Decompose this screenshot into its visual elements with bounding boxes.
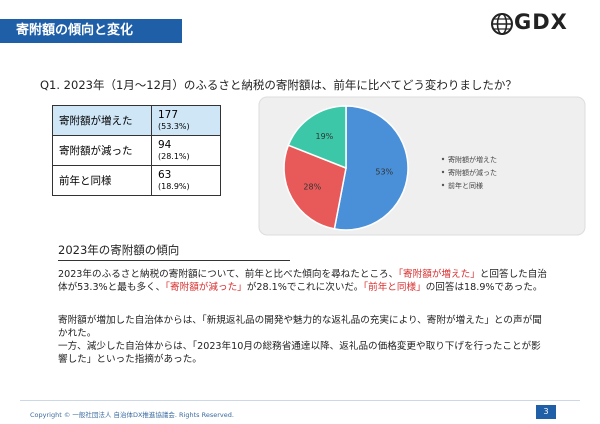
copyright: Copyright © 一般社団法人 自治体DX推進協議会. Rights Re… — [30, 411, 234, 419]
page-number: 3 — [536, 405, 556, 419]
result-table: 寄附額が増えた 177 (53.3%) 寄附額が減った 94 (28.1%) 前年と同様… — [52, 105, 221, 196]
slice-label: 28% — [303, 183, 321, 192]
count: 94 — [158, 138, 172, 151]
percent: (53.3%) — [158, 121, 190, 131]
text-run: 「寄附額が減った」 — [165, 282, 247, 293]
paragraph: 2023年のふるさと納税の寄附額について、前年と比べた傾向を尋ねたところ、「寄附… — [58, 268, 548, 294]
paragraph: 一方、減少した自治体からは、「2023年10月の総務省通達以降、返礼品の価格変更… — [58, 340, 548, 366]
count: 177 — [158, 108, 179, 121]
legend-label: 寄附額が増えた — [448, 155, 497, 164]
legend-bullet — [441, 157, 445, 161]
text-run: 寄附額が増加した自治体からは、「新規返礼品の開発や魅力的な返礼品の充実により、寄… — [58, 315, 542, 339]
legend-bullet — [441, 183, 445, 187]
text-run: 「寄附額が増えた」 — [398, 269, 480, 280]
footer-rule — [20, 400, 580, 401]
cell: 177 (53.3%) — [151, 105, 221, 136]
section-title: 2023年の寄附額の傾向 — [58, 242, 290, 261]
header-title: 寄附額の傾向と変化 — [0, 19, 182, 43]
legend-label: 前年と同様 — [448, 181, 483, 190]
pie-slice — [333, 105, 409, 231]
count: 63 — [158, 168, 172, 181]
text-run: と回答した自治体が53.3%と最も多く、 — [58, 269, 547, 293]
question: Q1. 2023年（1月～12月）のふるさと納税の寄附額は、前年に比べてどう変わ… — [40, 78, 517, 92]
text-run: 「前年と同様」 — [363, 282, 426, 293]
logo-icon — [491, 13, 513, 35]
slice-label: 19% — [316, 132, 334, 141]
text-run: 2023年のふるさと納税の寄附額について、前年と比べた傾向を尋ねたところ、 — [58, 269, 399, 280]
legend-bullet — [441, 170, 445, 174]
pie-slice — [287, 105, 347, 170]
percent: (28.1%) — [158, 151, 190, 161]
paragraph: 寄附額が増加した自治体からは、「新規返礼品の開発や魅力的な返礼品の充実により、寄… — [58, 314, 548, 340]
cell: 63 (18.9%) — [151, 165, 221, 196]
legend-label: 寄附額が減った — [448, 168, 497, 177]
cell: 前年と同様 — [52, 165, 152, 196]
text-run: の回答は18.9%であった。 — [425, 282, 543, 293]
text-run: が28.1%でこれに次いだ。 — [246, 282, 364, 293]
slice-label: 53% — [375, 168, 393, 177]
text-run: 一方、減少した自治体からは、「2023年10月の総務省通達以降、返礼品の価格変更… — [58, 341, 541, 365]
cell: 寄附額が増えた — [52, 105, 152, 136]
logo-text: GDX — [514, 10, 568, 34]
cell: 寄附額が減った — [52, 135, 152, 166]
cell: 94 (28.1%) — [151, 135, 221, 166]
pie-slice — [283, 144, 347, 230]
percent: (18.9%) — [158, 181, 190, 191]
